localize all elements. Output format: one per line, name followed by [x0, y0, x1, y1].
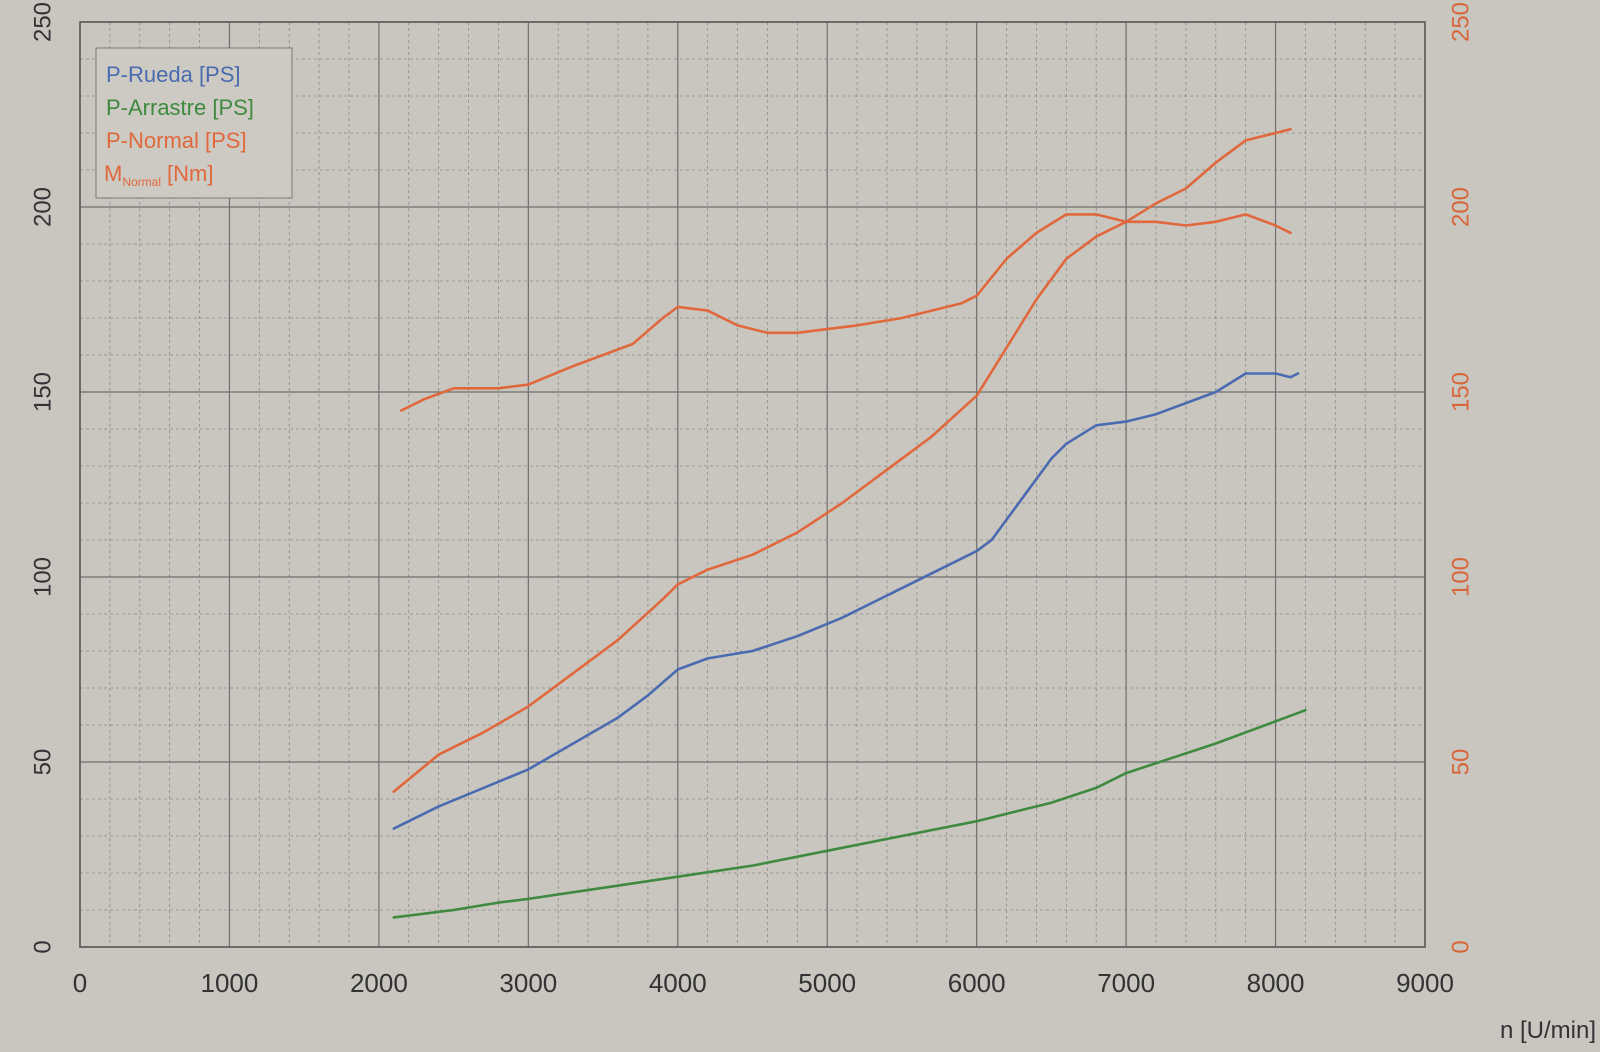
x-tick-label: 7000 — [1097, 968, 1155, 998]
left-y-tick-label: 50 — [29, 749, 56, 776]
right-y-tick-label: 100 — [1447, 557, 1474, 597]
legend: P-Rueda [PS] P-Arrastre [PS] P-Normal [P… — [95, 47, 293, 199]
series-p-normal-line — [392, 128, 1292, 793]
right-y-tick-label: 150 — [1447, 372, 1474, 412]
left-y-tick-label: 150 — [29, 372, 56, 412]
x-tick-label: 4000 — [649, 968, 707, 998]
plot-frame — [79, 21, 1426, 948]
x-tick-label: 5000 — [798, 968, 856, 998]
x-tick-label: 8000 — [1247, 968, 1305, 998]
right-y-tick-label: 200 — [1447, 187, 1474, 227]
x-tick-label: 9000 — [1396, 968, 1454, 998]
left-y-tick-label: 0 — [29, 940, 56, 953]
legend-box — [95, 47, 293, 199]
grid-minor — [80, 22, 1425, 947]
series-m-normal-line — [400, 213, 1292, 412]
right-y-tick-label: 250 — [1447, 2, 1474, 42]
series-p-arrastre-line — [392, 708, 1307, 919]
left-y-tick-label: 200 — [29, 187, 56, 227]
legend-entry-p-normal: P-Normal [PS] — [106, 128, 247, 153]
legend-m-unit: [Nm] — [167, 161, 213, 186]
x-axis-label: n [U/min] — [1500, 1017, 1596, 1044]
series-layer — [392, 128, 1307, 919]
legend-entry-m-normal: MNormal [Nm] — [104, 161, 213, 189]
legend-m-main: M — [104, 161, 122, 186]
x-tick-label: 2000 — [350, 968, 408, 998]
x-axis-tick-labels: 0 1000 2000 3000 4000 5000 6000 7000 8000 9000 — [73, 968, 1454, 998]
x-tick-label: 6000 — [948, 968, 1006, 998]
x-tick-label: 3000 — [499, 968, 557, 998]
left-y-tick-label: 100 — [29, 557, 56, 597]
legend-m-sub: Normal — [122, 175, 161, 189]
left-y-tick-label: 250 — [29, 2, 56, 42]
series-p-rueda-line — [392, 372, 1300, 830]
x-tick-label: 0 — [73, 968, 87, 998]
left-axis-tick-labels: 0 50 100 150 200 250 — [29, 2, 56, 954]
legend-entry-p-arrastre: P-Arrastre [PS] — [106, 95, 254, 120]
right-y-tick-label: 0 — [1447, 940, 1474, 953]
right-y-tick-label: 50 — [1447, 749, 1474, 776]
legend-entry-p-rueda: P-Rueda [PS] — [106, 62, 241, 87]
right-axis-tick-labels: 0 50 100 150 200 250 — [1447, 2, 1474, 954]
x-tick-label: 1000 — [201, 968, 259, 998]
